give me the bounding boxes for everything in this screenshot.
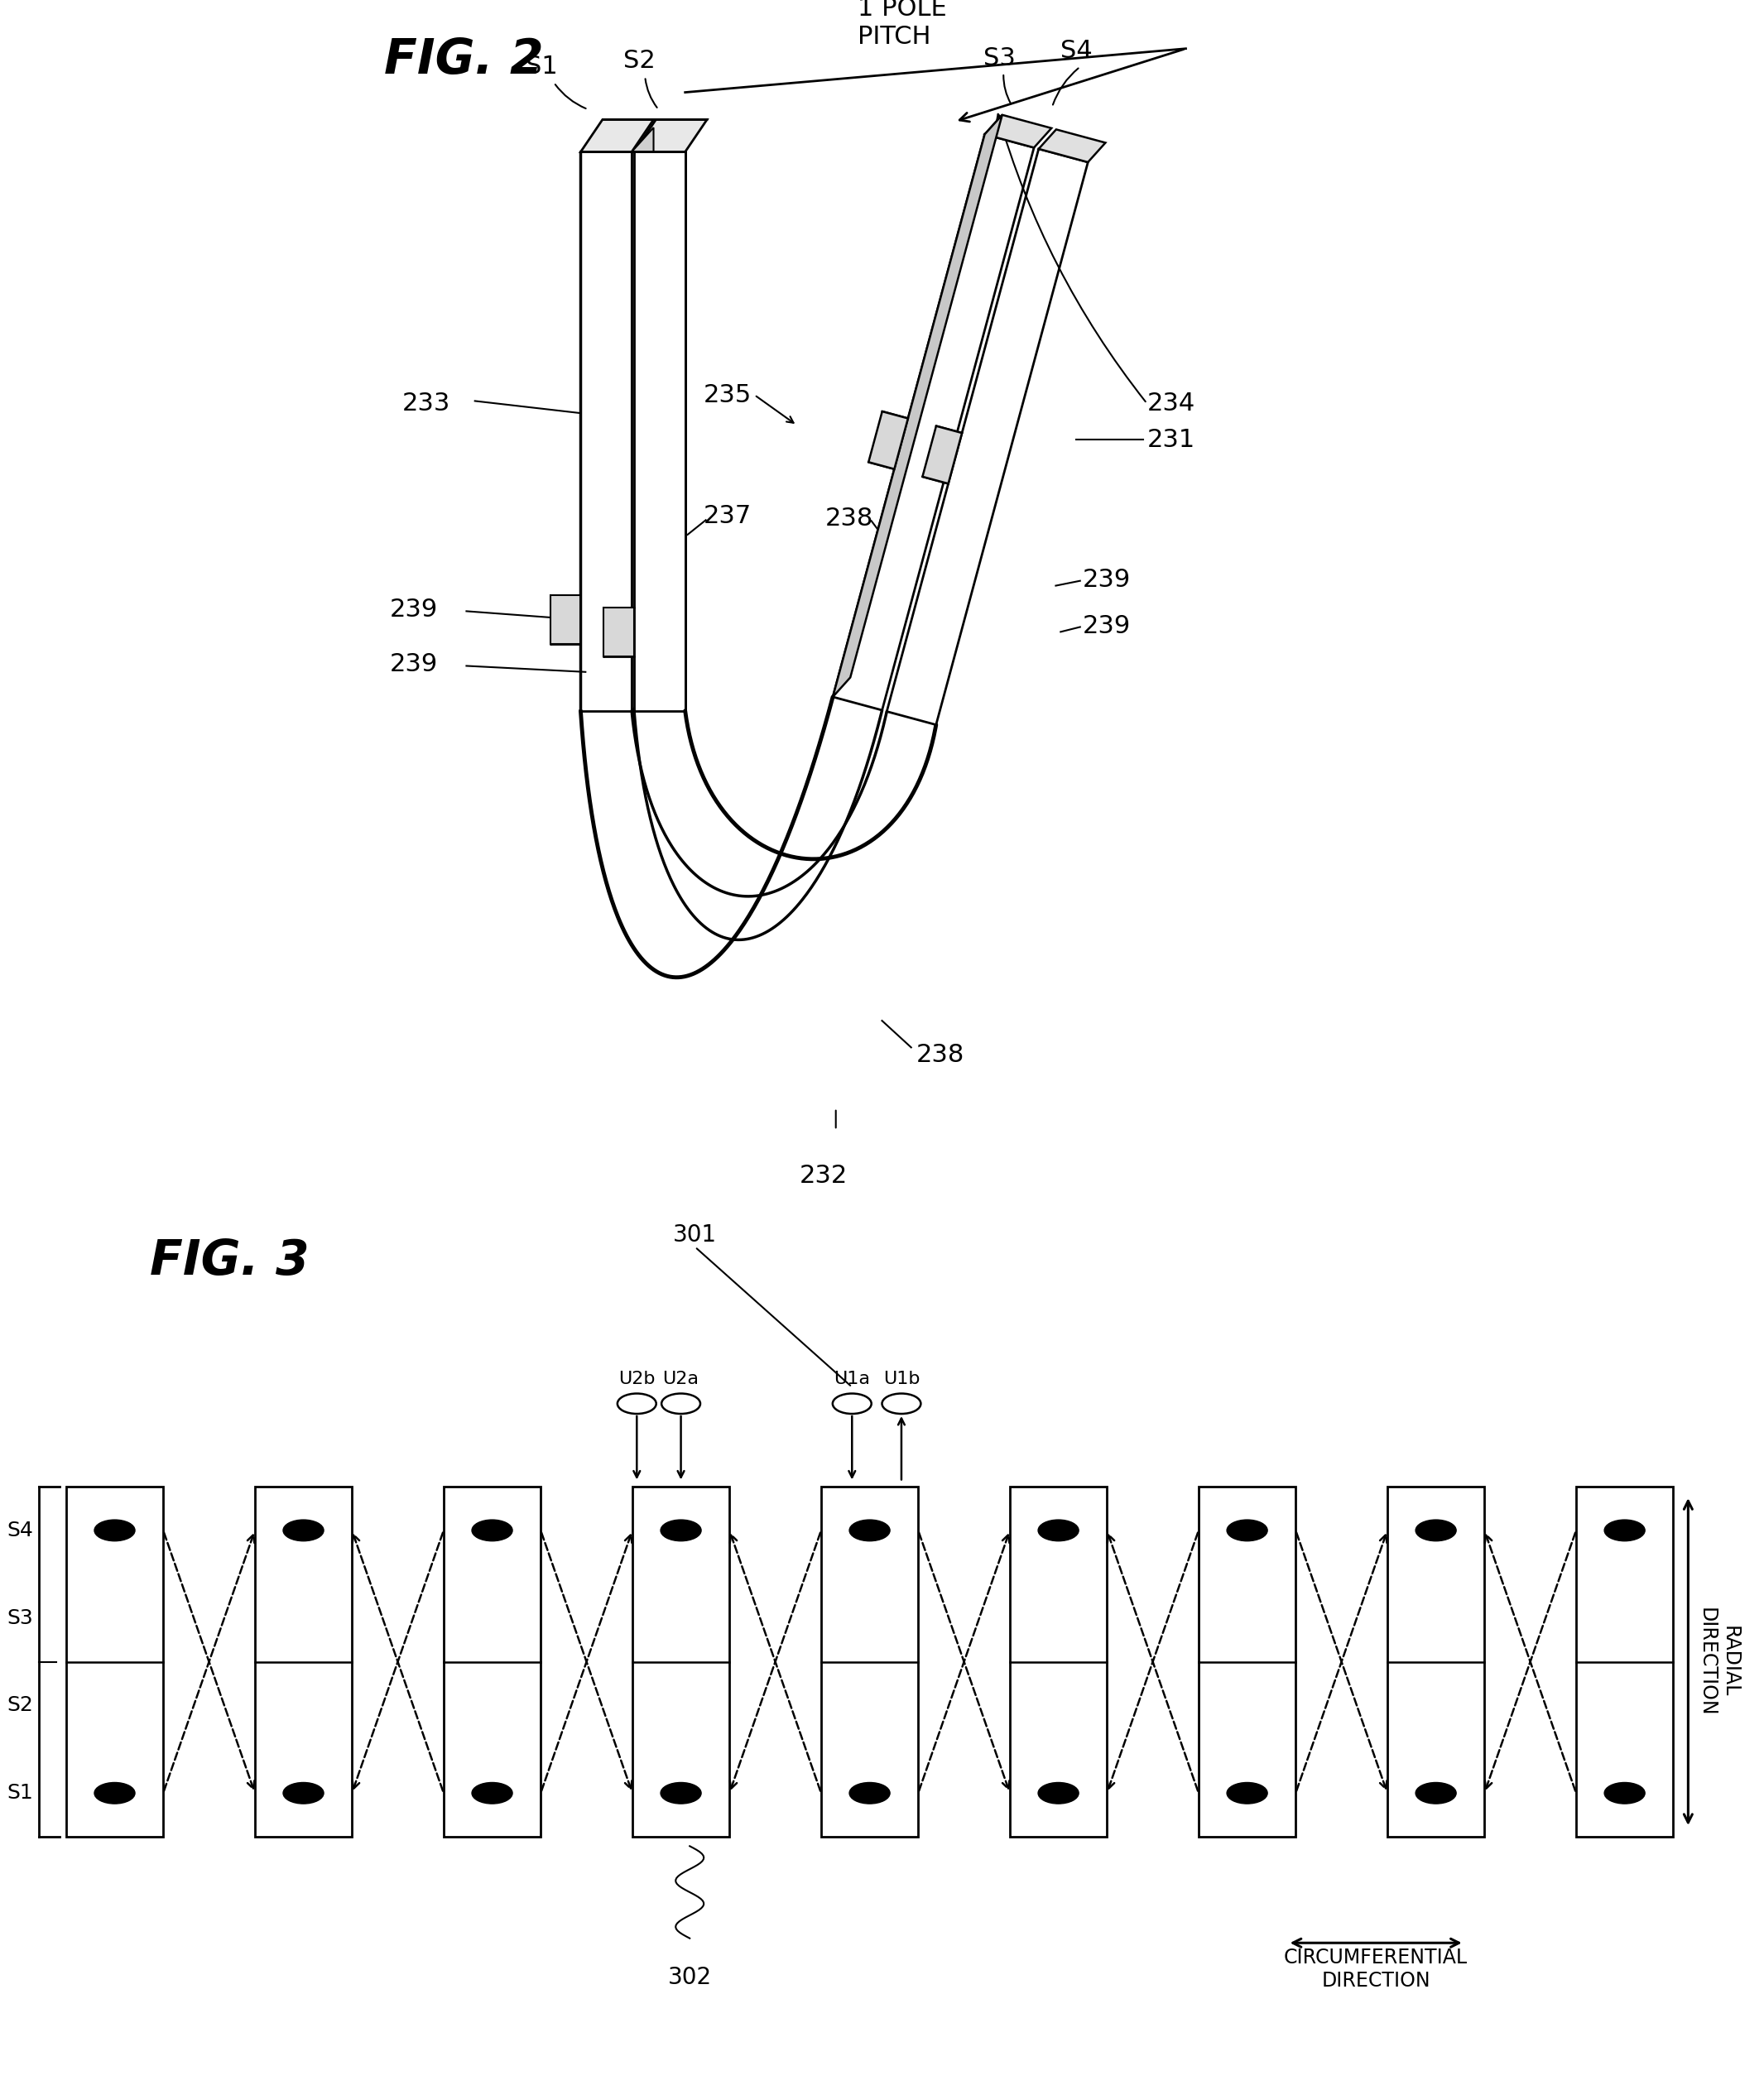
- Text: 301: 301: [674, 1223, 716, 1247]
- Text: CIRCUMFERENTIAL
DIRECTION: CIRCUMFERENTIAL DIRECTION: [1284, 1948, 1468, 1990]
- Text: S2: S2: [7, 1695, 34, 1716]
- Text: S2: S2: [623, 48, 654, 73]
- Text: U2a: U2a: [663, 1370, 699, 1387]
- Text: S4: S4: [7, 1521, 34, 1540]
- Polygon shape: [633, 119, 707, 153]
- Text: 231: 231: [1147, 427, 1196, 453]
- Polygon shape: [923, 425, 961, 484]
- Circle shape: [1415, 1519, 1455, 1542]
- Text: 1 POLE
PITCH: 1 POLE PITCH: [857, 0, 947, 48]
- Text: 233: 233: [402, 392, 450, 415]
- Circle shape: [660, 1783, 700, 1804]
- Text: 239: 239: [390, 597, 437, 622]
- Text: 235: 235: [704, 383, 751, 406]
- Polygon shape: [833, 134, 1034, 710]
- Circle shape: [95, 1519, 134, 1542]
- Text: FIG. 2: FIG. 2: [385, 36, 543, 84]
- Bar: [1200, 1487, 1297, 1837]
- Polygon shape: [887, 149, 1088, 725]
- Text: 239: 239: [390, 654, 437, 677]
- Text: 302: 302: [669, 1965, 711, 1988]
- Bar: [1577, 1487, 1674, 1837]
- Polygon shape: [580, 153, 632, 710]
- Text: RADIAL
DIRECTION: RADIAL DIRECTION: [1697, 1607, 1739, 1716]
- Text: 238: 238: [826, 507, 873, 530]
- Bar: [1009, 1487, 1108, 1837]
- Circle shape: [473, 1519, 513, 1542]
- Polygon shape: [984, 115, 1051, 147]
- Bar: [632, 1487, 730, 1837]
- Circle shape: [473, 1783, 513, 1804]
- Circle shape: [282, 1519, 325, 1542]
- Circle shape: [95, 1783, 134, 1804]
- Circle shape: [1415, 1783, 1455, 1804]
- Circle shape: [662, 1393, 700, 1414]
- Polygon shape: [1039, 130, 1106, 161]
- Text: 239: 239: [1083, 568, 1131, 591]
- Circle shape: [850, 1519, 889, 1542]
- Circle shape: [1228, 1783, 1267, 1804]
- Circle shape: [1037, 1519, 1080, 1542]
- Circle shape: [660, 1519, 700, 1542]
- Circle shape: [833, 1393, 871, 1414]
- Circle shape: [1605, 1783, 1646, 1804]
- Text: S4: S4: [1060, 40, 1092, 63]
- Polygon shape: [550, 595, 580, 643]
- Text: 238: 238: [916, 1043, 965, 1066]
- Circle shape: [617, 1393, 656, 1414]
- Text: FIG. 3: FIG. 3: [150, 1238, 309, 1284]
- Bar: [67, 1487, 162, 1837]
- Text: 237: 237: [704, 505, 751, 528]
- Polygon shape: [632, 128, 653, 710]
- Bar: [254, 1487, 351, 1837]
- Polygon shape: [868, 411, 908, 469]
- Text: S1: S1: [7, 1783, 34, 1804]
- Text: U1b: U1b: [884, 1370, 919, 1387]
- Circle shape: [1037, 1783, 1080, 1804]
- Circle shape: [850, 1783, 889, 1804]
- Text: S3: S3: [984, 46, 1016, 71]
- Text: S3: S3: [7, 1609, 34, 1628]
- Circle shape: [882, 1393, 921, 1414]
- Text: 234: 234: [1147, 392, 1196, 415]
- Polygon shape: [580, 119, 653, 153]
- Text: U2b: U2b: [619, 1370, 654, 1387]
- Text: 239: 239: [1083, 614, 1131, 637]
- Text: S1: S1: [526, 54, 557, 80]
- Circle shape: [1228, 1519, 1267, 1542]
- Bar: [1388, 1487, 1485, 1837]
- Polygon shape: [833, 115, 1002, 698]
- Bar: [820, 1487, 917, 1837]
- Polygon shape: [633, 153, 684, 710]
- Bar: [445, 1487, 540, 1837]
- Text: 232: 232: [799, 1165, 848, 1188]
- Polygon shape: [603, 608, 633, 656]
- Text: U1a: U1a: [834, 1370, 870, 1387]
- Circle shape: [282, 1783, 325, 1804]
- Circle shape: [1605, 1519, 1646, 1542]
